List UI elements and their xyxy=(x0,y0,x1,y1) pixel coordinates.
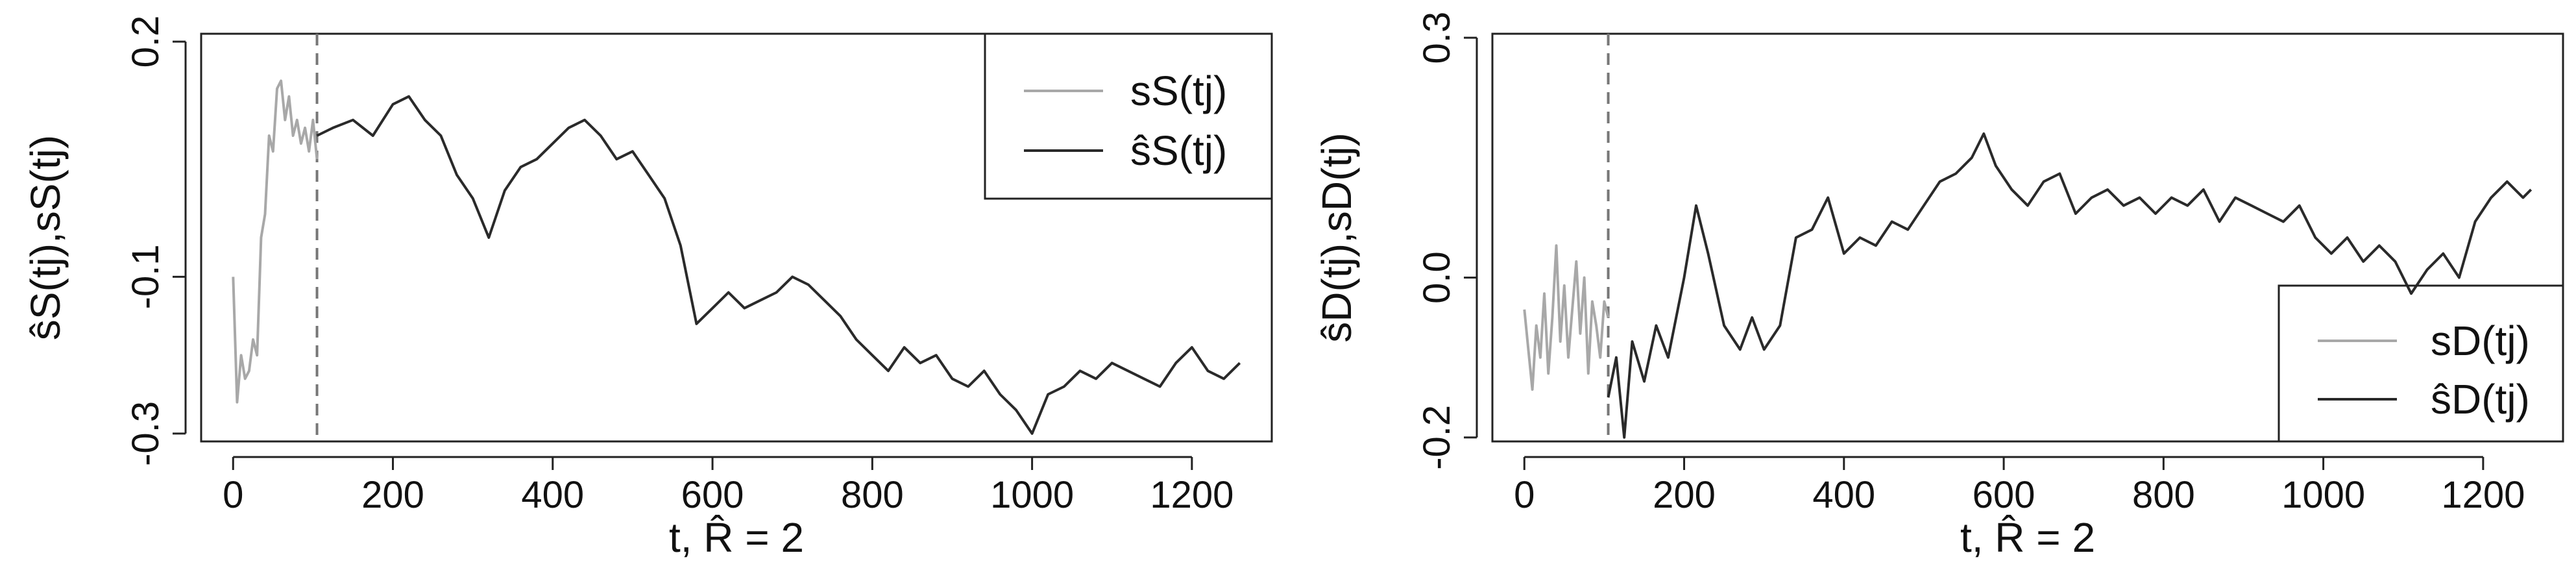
series-line-observed xyxy=(1523,244,1610,391)
legend-box-left xyxy=(984,32,1273,200)
legend-label-observed-left: sS(tj) xyxy=(1130,68,1227,114)
x-tick-label: 400 xyxy=(1812,474,1875,516)
x-axis-left: 0 200 400 600 800 1000 1200 xyxy=(223,456,1233,516)
x-axis-right: 0 200 400 600 800 1000 1200 xyxy=(1514,456,2525,516)
panel-left: 0 200 400 600 800 1000 1200 -0.3 -0.1 0.2 sS(tj)… xyxy=(22,16,1273,561)
x-tick-label: 600 xyxy=(1973,474,2035,516)
panel-right: 0 200 400 600 800 1000 1200 -0.2 0.0 0.3 sD(tj) … xyxy=(1313,12,2564,561)
x-tick-label: 1200 xyxy=(2441,474,2525,516)
x-tick-label: 200 xyxy=(1653,474,1716,516)
legend-label-estimated-right: ŝD(tj) xyxy=(2431,376,2530,423)
x-tick-label: 800 xyxy=(841,474,904,516)
legend-box-right xyxy=(2278,284,2564,443)
y-tick-label: -0.1 xyxy=(125,244,167,309)
legend-right: sD(tj) ŝD(tj) xyxy=(2278,284,2564,443)
series-group-right xyxy=(1523,132,2533,439)
series-line-estimated xyxy=(1607,132,2533,439)
x-tick-label: 0 xyxy=(223,474,243,516)
legend-label-observed-right: sD(tj) xyxy=(2431,317,2530,364)
x-axis-title-right: t, R̂ = 2 xyxy=(1960,514,2095,561)
y-axis-left: -0.3 -0.1 0.2 xyxy=(125,16,187,466)
x-tick-label: 600 xyxy=(681,474,744,516)
series-line-observed xyxy=(232,79,319,404)
x-tick-label: 400 xyxy=(521,474,584,516)
y-tick-label: -0.3 xyxy=(125,401,167,466)
x-tick-label: 0 xyxy=(1514,474,1535,516)
y-tick-label: 0.3 xyxy=(1416,12,1458,64)
x-tick-label: 1000 xyxy=(990,474,1074,516)
y-axis-title-right: ŝD(tj),sD(tj) xyxy=(1313,132,1360,342)
y-tick-label: 0.2 xyxy=(125,16,167,68)
legend-left: sS(tj) ŝS(tj) xyxy=(984,32,1273,200)
plot-frame-left xyxy=(200,32,1273,443)
x-tick-label: 1200 xyxy=(1150,474,1233,516)
series-group-left xyxy=(232,79,1241,435)
plot-frame-right xyxy=(1491,32,2564,443)
x-axis-title-left: t, R̂ = 2 xyxy=(669,514,804,561)
x-tick-label: 1000 xyxy=(2281,474,2365,516)
x-tick-label: 200 xyxy=(361,474,424,516)
series-line-estimated xyxy=(316,95,1241,435)
y-axis-right: -0.2 0.0 0.3 xyxy=(1416,12,1478,470)
y-tick-label: 0.0 xyxy=(1416,251,1458,304)
y-tick-label: -0.2 xyxy=(1416,405,1458,470)
x-tick-label: 800 xyxy=(2132,474,2195,516)
legend-label-estimated-left: ŝS(tj) xyxy=(1130,127,1227,174)
y-axis-title-left: ŝS(tj),sS(tj) xyxy=(22,135,69,340)
